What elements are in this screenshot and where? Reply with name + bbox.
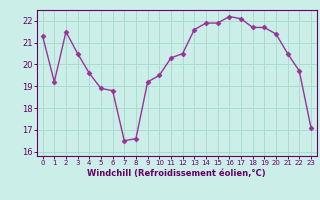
X-axis label: Windchill (Refroidissement éolien,°C): Windchill (Refroidissement éolien,°C): [87, 169, 266, 178]
